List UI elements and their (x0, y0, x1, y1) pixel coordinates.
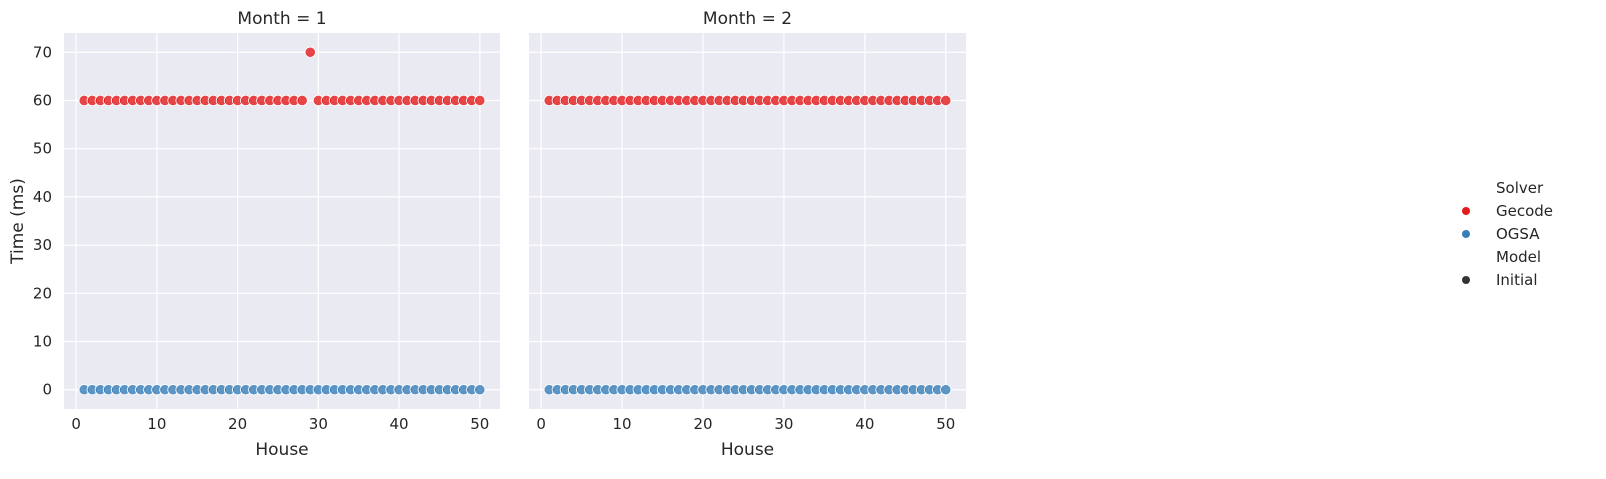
panel-month-1: 0 10 20 30 40 50 0 10 20 30 40 50 60 70 Month = 1 (33, 9, 500, 433)
x-tick-label-panel-1: 10 (147, 415, 166, 433)
x-tick-label-panel-2: 10 (613, 415, 632, 433)
legend-marker-ogsa (1462, 230, 1470, 238)
y-tick-label: 30 (33, 236, 52, 254)
point-gecode-panel-2 (940, 94, 952, 107)
y-tick-label: 70 (33, 43, 52, 61)
y-tick-label: 20 (33, 284, 52, 302)
y-tick-label: 40 (33, 188, 52, 206)
legend: Solver Gecode OGSA Model Initial (1462, 179, 1553, 289)
facet-panels: 0 10 20 30 40 50 0 10 20 30 40 50 60 70 Month = 1 0 10 20… (33, 9, 966, 433)
y-tick-label: 0 (42, 381, 52, 399)
y-tick-label: 60 (33, 91, 52, 109)
plot-background-panel-1 (64, 33, 500, 409)
legend-marker-initial (1462, 276, 1470, 284)
point-gecode-panel-1 (474, 94, 486, 107)
x-tick-label-panel-1: 30 (309, 415, 328, 433)
x-tick-label-panel-2: 0 (536, 415, 546, 433)
legend-label-ogsa: OGSA (1496, 225, 1540, 243)
panel-title-month-1: Month = 1 (237, 9, 326, 29)
x-tick-label-panel-2: 30 (774, 415, 793, 433)
x-tick-label-panel-2: 50 (936, 415, 955, 433)
x-tick-label-panel-2: 20 (693, 415, 712, 433)
legend-label-gecode: Gecode (1496, 202, 1553, 220)
panel-month-2: 0 10 20 30 40 50 Month = 2 (529, 9, 966, 433)
x-tick-label-panel-2: 40 (855, 415, 874, 433)
x-axis-label-panel-2: House (721, 440, 774, 460)
point-ogsa-panel-2 (940, 384, 952, 396)
x-tick-label-panel-1: 50 (470, 415, 489, 433)
x-tick-label-panel-1: 40 (390, 415, 409, 433)
legend-marker-gecode (1462, 207, 1470, 215)
point-ogsa-panel-1 (474, 384, 486, 396)
panel-title-month-2: Month = 2 (703, 9, 792, 29)
x-tick-label-panel-1: 20 (228, 415, 247, 433)
y-axis-label: Time (ms) (8, 178, 28, 265)
legend-title-solver: Solver (1496, 179, 1544, 197)
point-gecode-panel-1 (304, 46, 316, 58)
x-axis-label-panel-1: House (255, 440, 308, 460)
legend-title-model: Model (1496, 248, 1541, 266)
y-tick-label: 50 (33, 140, 52, 158)
y-tick-label: 10 (33, 333, 52, 351)
plot-background-panel-2 (529, 33, 966, 409)
point-gecode-panel-1 (296, 94, 308, 107)
legend-label-initial: Initial (1496, 271, 1538, 289)
x-tick-label-panel-1: 0 (71, 415, 81, 433)
